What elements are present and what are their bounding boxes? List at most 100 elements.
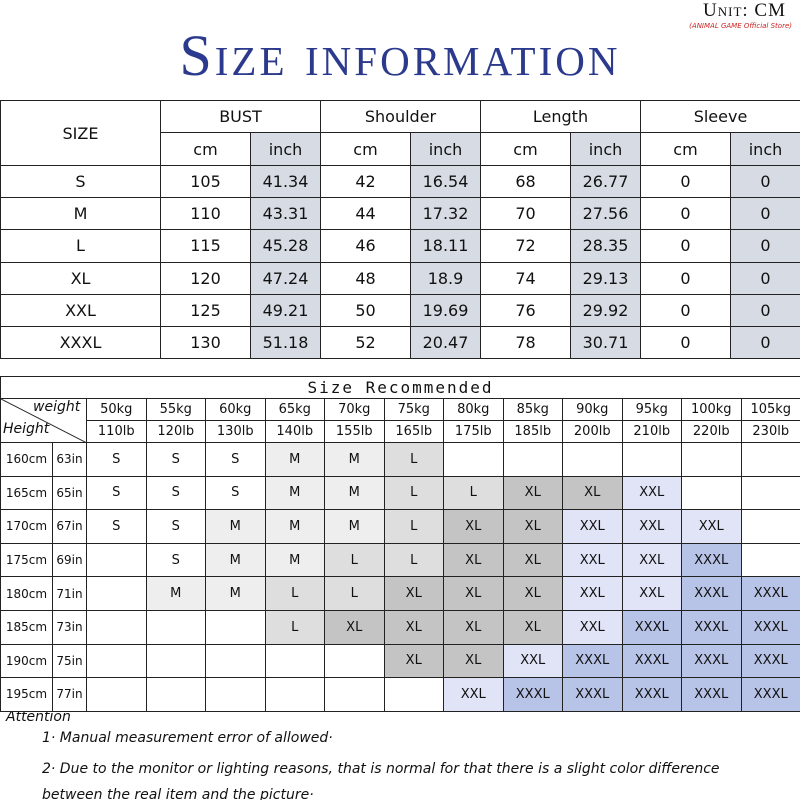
size-cell [740, 442, 800, 477]
size-cell: XXL [562, 610, 623, 645]
size-cell: XXXL [562, 677, 623, 712]
size-cell [443, 442, 504, 477]
table-cell: 0 [640, 261, 731, 295]
weight-lb: 165lb [383, 420, 444, 443]
table-cell: 16.54 [410, 165, 481, 199]
size-cell: XXL [621, 509, 682, 544]
size-cell [205, 610, 266, 645]
axis-label: Height [3, 421, 50, 437]
table-cell: 0 [730, 293, 800, 327]
table-cell: 76 [480, 293, 571, 327]
table-title: Size Recommended [0, 376, 800, 399]
table-cell: 41.34 [250, 165, 321, 199]
weight-lb: 140lb [264, 420, 325, 443]
weight-kg: 65kg [264, 398, 325, 421]
size-cell: XXL [562, 576, 623, 611]
size-cell: XXL [621, 542, 682, 578]
size-cell [86, 542, 147, 578]
weight-lb: 130lb [205, 420, 266, 443]
height-cm: 190cm [0, 643, 53, 679]
weight-lb: 200lb [562, 420, 623, 443]
size-cell: XXXL [681, 542, 742, 578]
subheader-cell: cm [160, 132, 251, 166]
store-label: (ANIMAL GAME Official Store) [689, 22, 792, 30]
header-cell: SIZE [0, 100, 161, 166]
size-cell [681, 475, 742, 511]
size-cell [264, 643, 325, 679]
size-cell: XL [443, 509, 504, 544]
unit-label: Unit: CM [703, 0, 786, 21]
size-cell: L [383, 442, 444, 477]
height-in: 67in [52, 509, 87, 544]
size-cell: XL [443, 643, 504, 679]
size-cell: XXXL [681, 677, 742, 712]
size-cell: L [324, 576, 385, 611]
height-in: 77in [52, 677, 87, 712]
size-cell [324, 643, 385, 679]
table-cell: 70 [480, 197, 571, 231]
table-cell: 20.47 [410, 326, 481, 360]
weight-kg: 90kg [562, 398, 623, 421]
size-cell: S [205, 475, 266, 511]
size-cell: XL [502, 475, 563, 511]
table-cell: 78 [480, 326, 571, 360]
table-cell: 72 [480, 229, 571, 263]
table-cell: 47.24 [250, 261, 321, 295]
size-cell: M [264, 542, 325, 578]
size-cell [740, 475, 800, 511]
size-cell [86, 677, 147, 712]
size-cell: L [383, 542, 444, 578]
table-cell: S [0, 165, 161, 199]
table-cell: 18.9 [410, 261, 481, 295]
size-cell: XL [383, 643, 444, 679]
subheader-cell: inch [250, 132, 321, 166]
size-cell: XXL [502, 643, 563, 679]
size-cell: XL [502, 576, 563, 611]
size-cell [145, 643, 206, 679]
table-cell: 17.32 [410, 197, 481, 231]
table-cell: 0 [640, 229, 731, 263]
table-cell: 46 [320, 229, 411, 263]
size-cell [562, 442, 623, 477]
table-cell: 120 [160, 261, 251, 295]
size-cell: S [145, 475, 206, 511]
table-cell: 29.13 [570, 261, 641, 295]
size-cell: S [205, 442, 266, 477]
size-cell [681, 442, 742, 477]
size-cell: L [264, 576, 325, 611]
weight-lb: 185lb [502, 420, 563, 443]
table-cell: 51.18 [250, 326, 321, 360]
table-cell: XL [0, 261, 161, 295]
height-in: 69in [52, 542, 87, 578]
size-cell: S [86, 509, 147, 544]
size-cell: XL [562, 475, 623, 511]
size-cell: XXXL [621, 643, 682, 679]
subheader-cell: cm [320, 132, 411, 166]
size-cell: XL [443, 610, 504, 645]
size-cell: XXXL [621, 677, 682, 712]
height-cm: 170cm [0, 509, 53, 544]
table-cell: 0 [730, 229, 800, 263]
size-cell: M [264, 442, 325, 477]
size-cell: XXXL [681, 643, 742, 679]
size-cell: M [264, 475, 325, 511]
weight-kg: 75kg [383, 398, 444, 421]
size-cell [502, 442, 563, 477]
table-cell: 0 [730, 197, 800, 231]
table-cell: 74 [480, 261, 571, 295]
height-in: 73in [52, 610, 87, 645]
table-cell: 44 [320, 197, 411, 231]
size-cell: M [145, 576, 206, 611]
weight-kg: 55kg [145, 398, 206, 421]
weight-kg: 50kg [86, 398, 147, 421]
table-cell: 29.92 [570, 293, 641, 327]
size-cell [205, 677, 266, 712]
table-cell: 115 [160, 229, 251, 263]
size-cell: S [145, 542, 206, 578]
weight-kg: 70kg [324, 398, 385, 421]
size-cell: M [205, 576, 266, 611]
size-cell: S [86, 442, 147, 477]
table-cell: 18.11 [410, 229, 481, 263]
size-cell: XXL [621, 576, 682, 611]
size-cell: M [205, 542, 266, 578]
